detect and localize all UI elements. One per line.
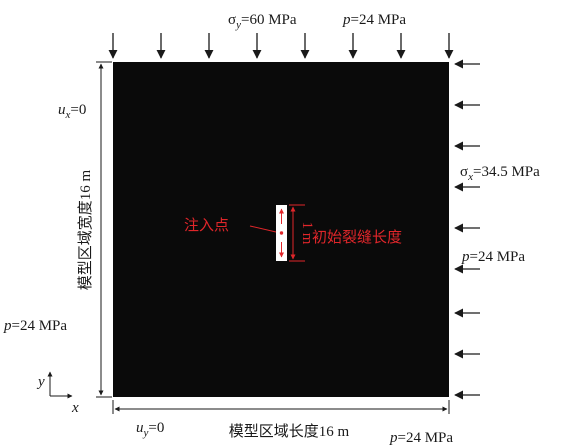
uy-label: uy=0	[136, 420, 164, 439]
right-load-arrows	[454, 59, 480, 400]
injection-point-label: 注入点	[184, 217, 229, 234]
axis-y-label: y	[36, 374, 45, 390]
crack-scale-bar	[289, 204, 305, 262]
crack-length-label: 初始裂缝长度	[312, 229, 402, 246]
p-bottom-label: p=24 MPa	[389, 430, 453, 446]
coordinate-axes	[47, 371, 73, 399]
width-dimension	[96, 61, 112, 398]
sigma-y-label: σy=60 MPa	[228, 12, 297, 31]
width-dimension-label: 模型区域宽度16 m	[77, 169, 94, 290]
crack-scale-label: 1 m	[299, 222, 315, 245]
p-left-label: p=24 MPa	[3, 318, 67, 334]
length-dimension-label: 模型区域长度16 m	[229, 423, 350, 440]
p-right-label: p=24 MPa	[461, 249, 525, 265]
injection-point-marker	[279, 231, 284, 235]
injection-leader-line	[249, 225, 277, 233]
ux-label: ux=0	[58, 102, 86, 121]
sigma-x-label: σx=34.5 MPa	[460, 164, 540, 183]
axis-x-label: x	[71, 400, 79, 416]
length-dimension	[112, 400, 450, 414]
p-top-label: p=24 MPa	[342, 12, 406, 28]
top-load-arrows	[108, 33, 454, 59]
